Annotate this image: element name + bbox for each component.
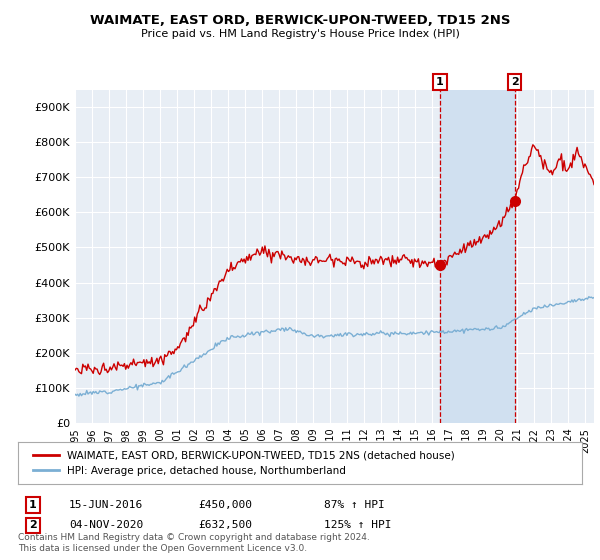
- Text: 2: 2: [511, 77, 518, 87]
- Text: 04-NOV-2020: 04-NOV-2020: [69, 520, 143, 530]
- Legend: WAIMATE, EAST ORD, BERWICK-UPON-TWEED, TD15 2NS (detached house), HPI: Average p: WAIMATE, EAST ORD, BERWICK-UPON-TWEED, T…: [29, 447, 460, 480]
- Text: Price paid vs. HM Land Registry's House Price Index (HPI): Price paid vs. HM Land Registry's House …: [140, 29, 460, 39]
- Text: WAIMATE, EAST ORD, BERWICK-UPON-TWEED, TD15 2NS: WAIMATE, EAST ORD, BERWICK-UPON-TWEED, T…: [90, 14, 510, 27]
- Text: £450,000: £450,000: [198, 500, 252, 510]
- Text: £632,500: £632,500: [198, 520, 252, 530]
- Text: 87% ↑ HPI: 87% ↑ HPI: [324, 500, 385, 510]
- Text: This data is licensed under the Open Government Licence v3.0.: This data is licensed under the Open Gov…: [18, 544, 307, 553]
- Text: 125% ↑ HPI: 125% ↑ HPI: [324, 520, 392, 530]
- Text: 15-JUN-2016: 15-JUN-2016: [69, 500, 143, 510]
- Text: 1: 1: [29, 500, 37, 510]
- Bar: [440, 90, 515, 423]
- Text: Contains HM Land Registry data © Crown copyright and database right 2024.: Contains HM Land Registry data © Crown c…: [18, 533, 370, 542]
- Text: 2: 2: [29, 520, 37, 530]
- Text: 1: 1: [436, 77, 444, 87]
